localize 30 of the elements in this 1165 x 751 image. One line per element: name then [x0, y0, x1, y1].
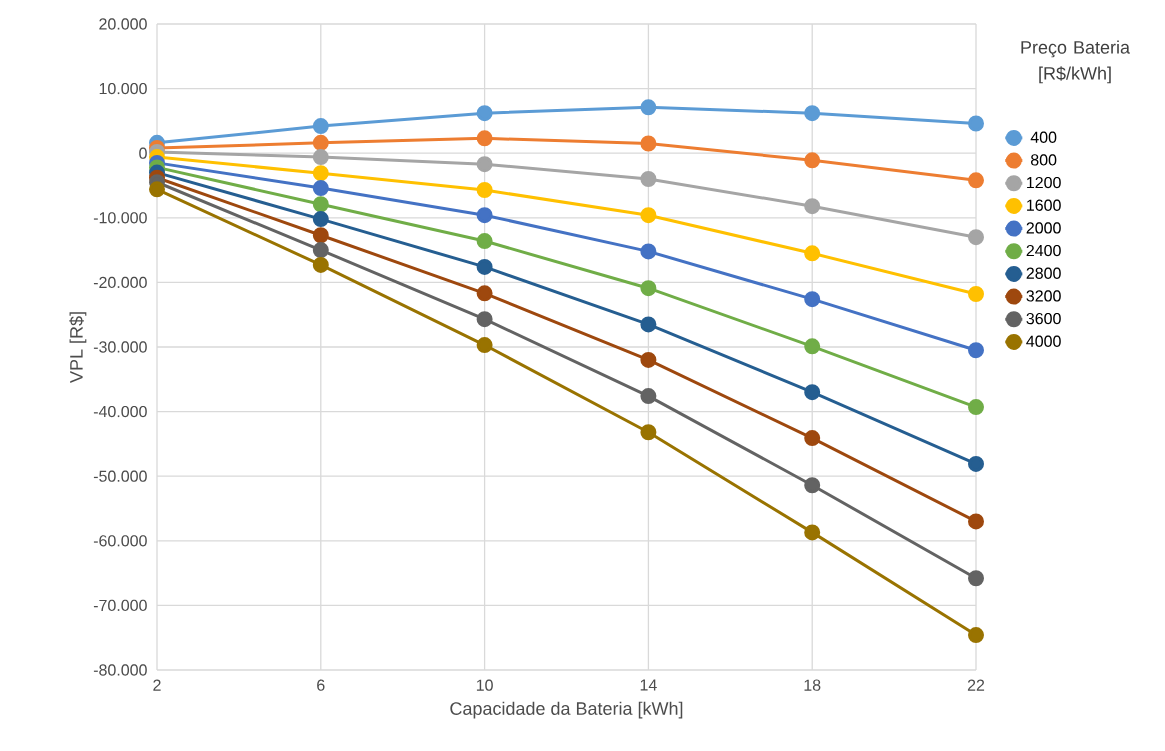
y-tick-label: -40.000	[93, 405, 147, 418]
legend-label: 1600	[1027, 199, 1061, 211]
legend-label: 3200	[1026, 290, 1061, 302]
y-tick-label: -60.000	[93, 535, 147, 547]
x-tick-label: 22	[967, 679, 985, 691]
x-axis-title: Capacidade da Bateria [kWh]	[450, 701, 683, 719]
y-tick-label: 10.000	[99, 82, 147, 95]
y-tick-label: 0	[139, 147, 147, 159]
y-tick-label: -50.000	[93, 470, 147, 482]
legend-label: 400	[1030, 131, 1057, 143]
legend-label: 2000	[1026, 222, 1061, 234]
y-tick-label: 20.000	[99, 18, 147, 30]
x-tick-label: 6	[317, 679, 325, 691]
legend-label: 4000	[1026, 335, 1061, 347]
x-tick-label: 14	[640, 679, 657, 691]
legend-label: 2400	[1026, 244, 1061, 257]
legend-label: 1200	[1027, 176, 1061, 189]
x-tick-label: 18	[804, 679, 821, 691]
y-tick-label: -20.000	[93, 276, 147, 289]
y-axis-title: VPL [R$]	[69, 312, 87, 383]
x-tick-label: 2	[153, 679, 161, 691]
x-tick-label: 10	[476, 679, 493, 691]
y-tick-label: -80.000	[93, 664, 147, 676]
y-tick-label: -30.000	[93, 341, 147, 353]
legend-title: Preço Bateria [R$/kWh]	[1021, 40, 1131, 84]
legend-label: 800	[1030, 154, 1057, 166]
y-tick-label: -10.000	[93, 212, 147, 224]
legend-label: 3600	[1026, 312, 1061, 325]
y-tick-label: -70.000	[93, 599, 147, 612]
legend-label: 2800	[1026, 267, 1061, 279]
